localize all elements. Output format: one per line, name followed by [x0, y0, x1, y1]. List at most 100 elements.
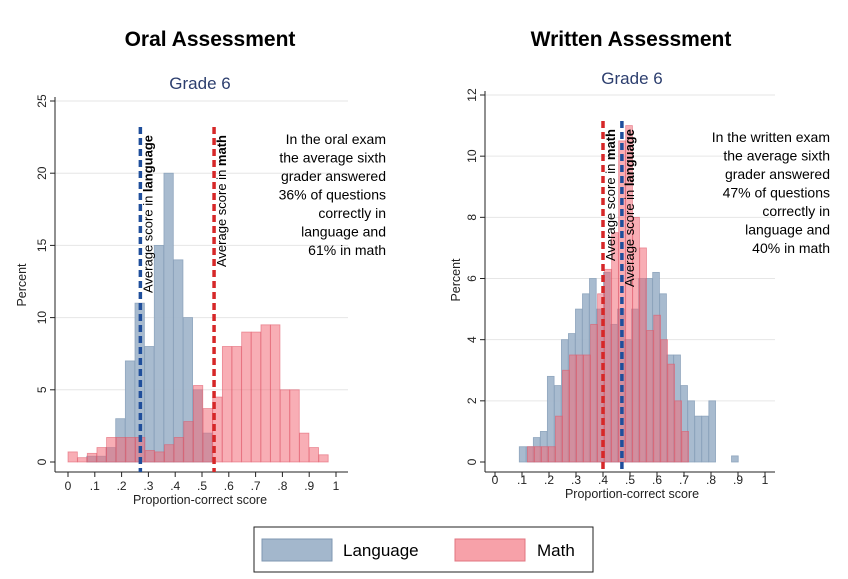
language-bar [694, 415, 702, 463]
math-bar [576, 354, 584, 463]
math-bar [548, 446, 556, 463]
legend: Language Math [253, 526, 594, 573]
x-tick-label: .8 [277, 479, 287, 493]
math-bar [241, 331, 252, 463]
math-bar [555, 415, 563, 463]
x-tick-label: .7 [251, 479, 261, 493]
math-bar [583, 354, 591, 463]
x-tick-label: .1 [517, 473, 527, 487]
math-bar [106, 437, 117, 463]
math-bar [639, 247, 647, 463]
math-bar [604, 268, 612, 463]
oral-y-axis-label: Percent [15, 263, 29, 307]
language-bar [144, 346, 155, 463]
x-tick-label: .9 [304, 479, 314, 493]
x-tick-label: .2 [117, 479, 127, 493]
written-x-axis-label: Proportion-correct score [565, 487, 699, 501]
average-label-subject: language [140, 135, 155, 192]
annotation-line: the average sixth [723, 148, 830, 164]
x-tick-label: .5 [197, 479, 207, 493]
annotation-line: language and [301, 224, 386, 240]
math-bar [667, 363, 675, 463]
math-bar [96, 447, 107, 463]
annotation-line: language and [745, 222, 830, 238]
x-tick-label: 1 [762, 473, 769, 487]
language-bar [731, 455, 739, 463]
legend-label-language: Language [343, 541, 419, 560]
y-tick-label: 5 [35, 386, 49, 393]
annotation-line: grader answered [725, 166, 830, 182]
math-bar [86, 452, 98, 463]
oral-annotation: In the oral exam the average sixth grader … [279, 131, 386, 258]
y-tick-label: 15 [35, 238, 49, 252]
y-tick-label: 20 [35, 166, 49, 180]
math-bar [674, 400, 682, 463]
math-bar [125, 437, 136, 463]
average-label-subject: math [603, 129, 618, 160]
x-tick-label: .3 [143, 479, 153, 493]
math-bar [646, 330, 654, 463]
oral-x-axis-label: Proportion-correct score [133, 493, 267, 507]
y-tick-label: 10 [35, 311, 49, 325]
annotation-line: the average sixth [279, 150, 386, 166]
y-tick-label: 10 [465, 149, 479, 163]
math-bar [308, 447, 319, 463]
y-tick-label: 0 [35, 458, 49, 465]
average-line-label: Average score in math [603, 129, 618, 261]
written-y-axis-label: Percent [449, 258, 463, 302]
math-bar [173, 437, 184, 463]
annotation-line: 40% in math [752, 240, 830, 256]
x-tick-label: .6 [224, 479, 234, 493]
math-bar [590, 323, 598, 463]
math-bar [681, 431, 689, 463]
written-chart: 0 2 4 6 8 10 12 0 .1 .2 .3 .4 .5 .6 .7 .8 .9 1 Average sco… [465, 88, 830, 487]
math-bar [569, 354, 577, 463]
annotation-line: grader answered [281, 168, 386, 184]
average-label-prefix: Average score in [622, 186, 637, 287]
math-bar [562, 369, 570, 463]
annotation-line: 47% of questions [723, 185, 830, 201]
average-line-label: Average score in language [622, 129, 637, 287]
math-bar [653, 314, 661, 463]
y-tick-label: 2 [465, 397, 479, 404]
math-bar [299, 432, 310, 463]
x-tick-label: .3 [571, 473, 581, 487]
language-bar [518, 446, 527, 463]
math-bar [534, 446, 542, 463]
math-bar [144, 450, 155, 463]
math-bar [154, 451, 165, 463]
x-tick-label: .1 [90, 479, 100, 493]
legend-label-math: Math [537, 541, 575, 560]
x-tick-label: .2 [544, 473, 554, 487]
average-label-subject: language [622, 129, 637, 186]
math-bar [231, 346, 242, 463]
math-bar [611, 232, 619, 463]
x-tick-label: .4 [170, 479, 180, 493]
average-label-subject: math [214, 135, 229, 166]
oral-chart-title: Grade 6 [169, 74, 230, 93]
math-bar [289, 389, 300, 463]
written-heading: Written Assessment [531, 28, 732, 51]
legend-swatch-math [454, 538, 526, 562]
x-tick-label: .9 [733, 473, 743, 487]
written-annotation: In the written exam the average sixth grad… [712, 129, 830, 256]
annotation-line: In the oral exam [286, 131, 386, 147]
language-bar [153, 244, 165, 463]
language-bar [173, 259, 184, 463]
average-label-prefix: Average score in [214, 166, 229, 267]
written-chart-title: Grade 6 [601, 69, 662, 88]
math-bar [202, 408, 213, 463]
math-bar [77, 457, 88, 463]
y-tick-label: 25 [35, 94, 49, 108]
average-label-prefix: Average score in [140, 192, 155, 293]
math-bar [279, 389, 291, 463]
math-bar [260, 324, 271, 463]
average-label-prefix: Average score in [603, 160, 618, 261]
annotation-line: 61% in math [308, 242, 386, 258]
average-line-label: Average score in language [140, 135, 155, 293]
annotation-line: In the written exam [712, 129, 830, 145]
y-tick-label: 0 [465, 458, 479, 465]
x-tick-label: .5 [625, 473, 635, 487]
x-tick-label: 1 [333, 479, 340, 493]
